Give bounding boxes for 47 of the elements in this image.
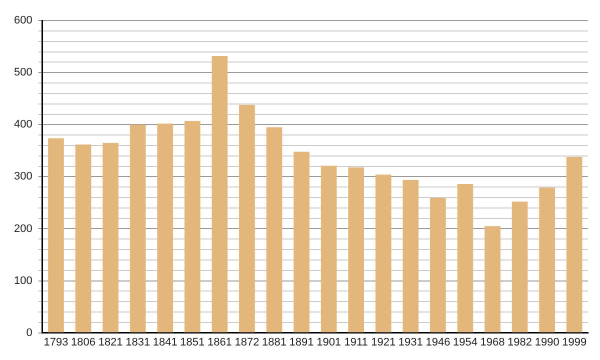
x-tick-label: 1831 <box>126 336 150 348</box>
x-tick-label: 1872 <box>234 336 260 348</box>
y-tick-label: 500 <box>14 66 32 79</box>
x-tick-label: 1793 <box>44 336 68 348</box>
y-tick-label: 600 <box>14 14 32 27</box>
bar <box>212 56 228 332</box>
x-tick-label: 1946 <box>426 336 450 348</box>
bar <box>566 156 582 332</box>
bar <box>75 144 92 332</box>
x-tick-label: 1901 <box>316 336 342 348</box>
x-tick-label: 1931 <box>398 336 423 348</box>
x-tick-label: 1891 <box>289 336 314 348</box>
x-tick-label: 1990 <box>534 336 560 348</box>
bar <box>457 184 474 332</box>
y-tick-label: 400 <box>14 118 32 131</box>
x-tick-label: 1806 <box>71 336 96 348</box>
x-tick-label: 1982 <box>508 336 532 348</box>
x-tick-label: 1841 <box>152 336 178 348</box>
y-tick-label: 100 <box>14 274 32 287</box>
x-tick-label: 1881 <box>262 336 286 348</box>
bar <box>184 121 200 332</box>
y-tick-label: 200 <box>14 222 32 235</box>
bar <box>239 104 255 332</box>
bar <box>512 202 528 332</box>
bar <box>348 167 364 332</box>
bar <box>294 152 310 332</box>
x-tick-label: 1911 <box>344 336 368 348</box>
x-tick-label: 1921 <box>371 336 396 348</box>
bar <box>430 198 446 332</box>
bar <box>402 180 419 332</box>
x-tick-label: 1968 <box>480 336 505 348</box>
bar <box>484 226 500 332</box>
bar <box>375 174 392 332</box>
x-tick-label: 1861 <box>207 336 232 348</box>
bar <box>539 188 555 332</box>
x-tick-label: 1851 <box>180 336 205 348</box>
x-tick-label: 1954 <box>452 336 478 348</box>
bar <box>102 142 118 332</box>
x-tick-label: 1999 <box>562 336 587 348</box>
bar <box>266 127 282 332</box>
y-tick-label: 300 <box>14 170 32 183</box>
bar <box>130 124 146 332</box>
bar <box>157 124 174 332</box>
y-tick-label: 0 <box>26 326 32 339</box>
bar <box>48 138 64 332</box>
x-tick-label: 1821 <box>98 336 123 348</box>
bar <box>320 166 337 332</box>
